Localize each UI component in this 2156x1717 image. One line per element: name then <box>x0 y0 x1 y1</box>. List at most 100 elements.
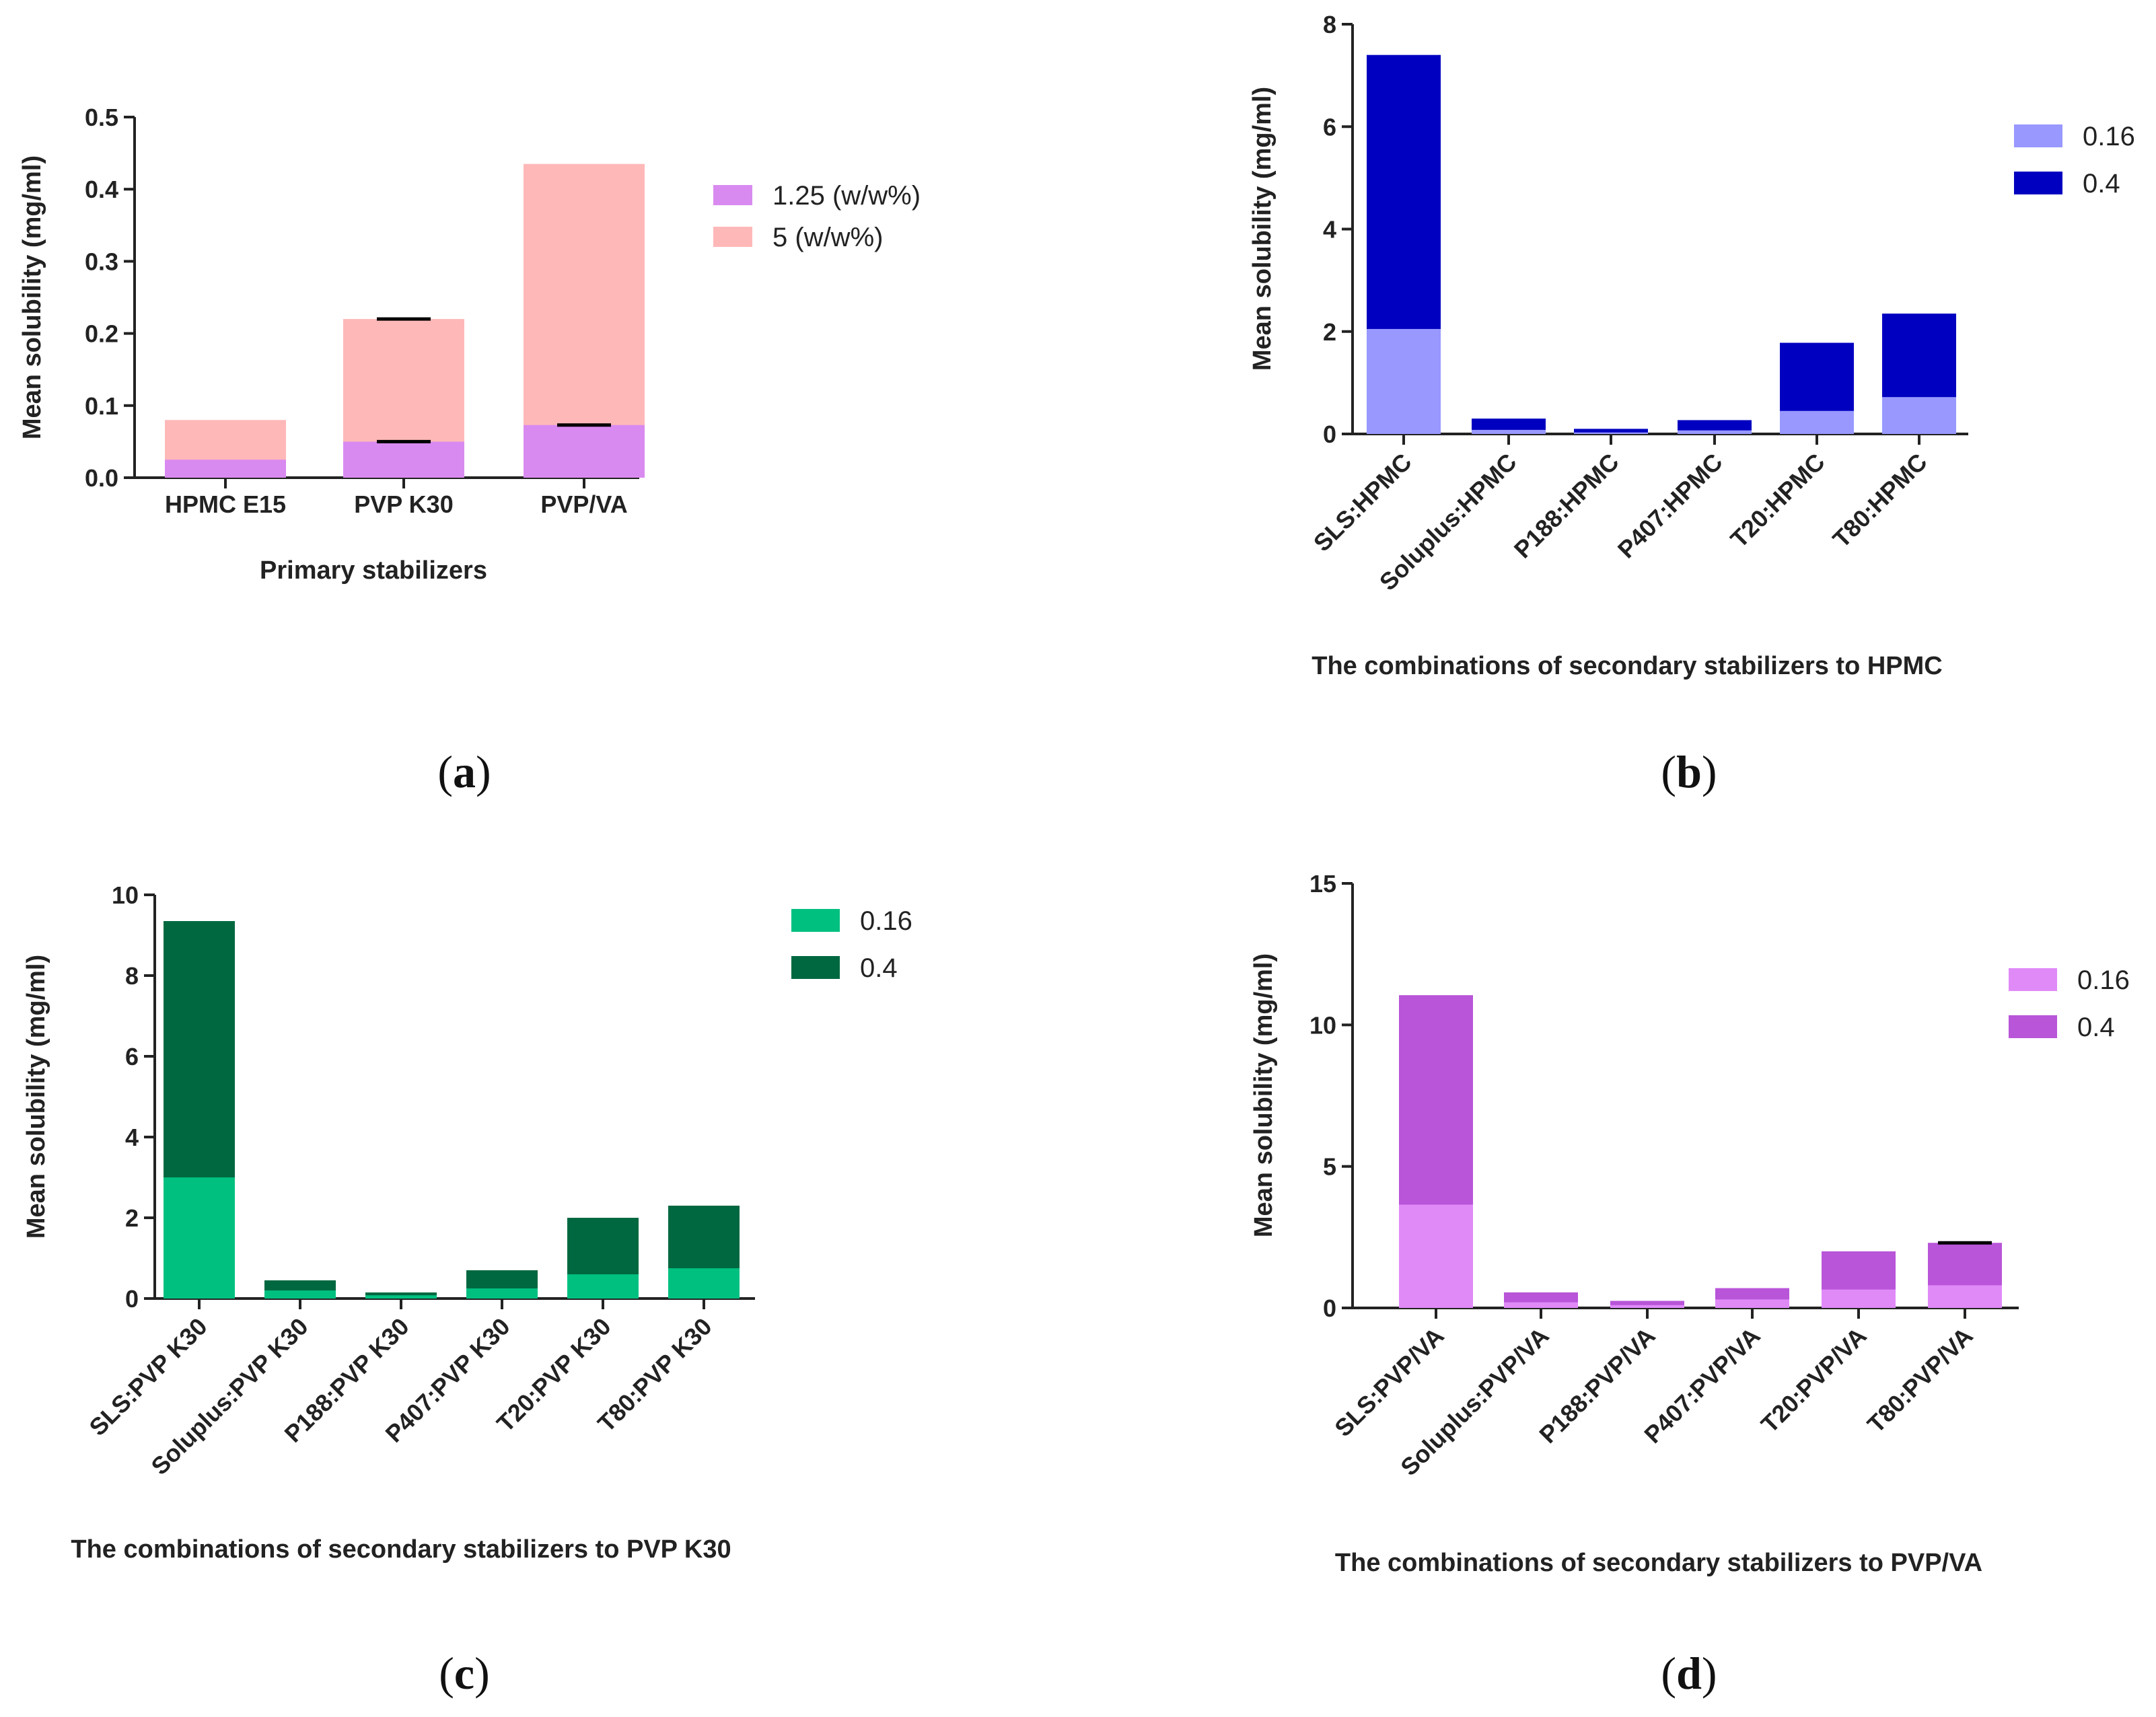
y-tick-label: 8 <box>125 962 139 990</box>
legend-swatch <box>2014 172 2062 194</box>
y-tick-label: 0 <box>1323 421 1336 448</box>
y-tick-label: 0 <box>125 1285 139 1313</box>
y-tick-label: 2 <box>125 1204 139 1232</box>
y-axis-title: Mean solubility (mg/ml) <box>18 155 46 439</box>
panel-label-open-paren: ( <box>1661 746 1676 797</box>
y-tick-label: 10 <box>112 881 139 909</box>
panel-label-open-paren: ( <box>437 746 453 797</box>
bar-b-series1-2 <box>1574 432 1648 434</box>
bar-b-series1-5 <box>1882 397 1956 434</box>
y-tick-label: 0.5 <box>85 104 118 131</box>
x-axis-title: The combinations of secondary stabilizer… <box>71 1535 731 1564</box>
y-tick-label: 10 <box>1309 1011 1336 1039</box>
legend-swatch <box>2014 124 2062 147</box>
panel-label-close-paren: ) <box>474 1648 490 1699</box>
panel-label-letter: b <box>1676 746 1702 797</box>
legend-label: 5 (w/w%) <box>772 223 883 252</box>
y-tick-label: 0.3 <box>85 248 118 275</box>
chart-panel-b: 02468SLS:HPMCSoluplus:HPMCP188:HPMCP407:… <box>1248 11 2135 797</box>
bar-d-series1-5 <box>1928 1285 2002 1308</box>
x-tick-label: P188:HPMC <box>1509 448 1624 564</box>
y-tick-label: 6 <box>125 1043 139 1070</box>
y-tick-label: 0.4 <box>85 176 118 203</box>
legend-swatch <box>791 956 840 979</box>
y-tick-label: 0 <box>1323 1294 1336 1322</box>
bar-a-series1-2 <box>524 425 645 478</box>
y-tick-label: 8 <box>1323 11 1336 38</box>
panel-label-letter: c <box>454 1648 474 1699</box>
x-tick-label: PVP K30 <box>354 490 453 518</box>
legend-label: 0.4 <box>860 953 898 983</box>
y-tick-label: 0.2 <box>85 320 118 348</box>
y-tick-label: 4 <box>1323 216 1336 244</box>
panel-label-close-paren: ) <box>1702 1648 1717 1699</box>
panel-label: (b) <box>1661 746 1717 797</box>
bar-c-series1-1 <box>264 1290 336 1299</box>
bar-b-series1-1 <box>1472 429 1546 434</box>
bar-c-series1-5 <box>668 1268 740 1299</box>
legend-swatch <box>2009 968 2057 991</box>
chart-panel-d: 051015SLS:PVP/VASoluplus:PVP/VAP188:PVP/… <box>1250 870 2130 1699</box>
bar-b-series2-2 <box>1574 429 1648 434</box>
bar-d-series1-4 <box>1822 1289 1896 1308</box>
x-tick-label: SLS:HPMC <box>1308 448 1417 557</box>
bar-d-series1-3 <box>1715 1299 1789 1308</box>
panel-label-open-paren: ( <box>439 1648 454 1699</box>
bar-d-series1-2 <box>1610 1305 1684 1308</box>
y-tick-label: 0.0 <box>85 464 118 492</box>
x-tick-label: PVP/VA <box>540 490 627 518</box>
panel-label: (d) <box>1661 1648 1717 1699</box>
legend-label: 0.16 <box>860 906 912 936</box>
x-tick-label: T80:HPMC <box>1827 448 1932 553</box>
y-tick-label: 2 <box>1323 318 1336 346</box>
y-axis-title: Mean solubility (mg/ml) <box>1250 953 1278 1237</box>
bar-b-series1-4 <box>1780 410 1854 434</box>
bar-d-series1-1 <box>1504 1302 1578 1308</box>
legend-label: 1.25 (w/w%) <box>772 181 921 211</box>
panel-label: (c) <box>439 1648 490 1699</box>
bar-b-series1-3 <box>1678 430 1752 434</box>
bar-a-series1-1 <box>343 441 464 478</box>
bar-c-series1-2 <box>365 1295 437 1299</box>
x-tick-label: T20:PVP/VA <box>1756 1322 1872 1438</box>
x-tick-label: SLS:PVP/VA <box>1329 1322 1449 1442</box>
legend-label: 0.16 <box>2083 122 2135 151</box>
bar-d-series2-2 <box>1610 1301 1684 1308</box>
legend-swatch <box>791 909 840 932</box>
legend-label: 0.16 <box>2077 965 2130 995</box>
x-axis-title: Primary stabilizers <box>260 556 487 585</box>
x-axis-title: The combinations of secondary stabilizer… <box>1311 652 1943 680</box>
y-tick-label: 5 <box>1323 1153 1336 1181</box>
legend-swatch <box>713 185 752 205</box>
x-tick-label: T80:PVP/VA <box>1862 1322 1978 1438</box>
bar-c-series1-0 <box>164 1177 235 1299</box>
chart-panel-a: 0.0 0.1 0.2 0.3 0.4 0.5 HPMC E15 PVP K30 PVP/VA P… <box>18 104 921 797</box>
y-axis-title: Mean solubility (mg/ml) <box>1248 87 1277 371</box>
x-tick-label: T20:HPMC <box>1725 448 1830 553</box>
legend-label: 0.4 <box>2077 1013 2115 1042</box>
panel-label-letter: d <box>1676 1648 1702 1699</box>
panel-label-close-paren: ) <box>1702 746 1717 797</box>
x-tick-label: HPMC E15 <box>165 490 286 518</box>
bar-c-series1-4 <box>567 1274 639 1299</box>
panel-label-open-paren: ( <box>1661 1648 1676 1699</box>
bar-a-series1-0 <box>165 460 286 478</box>
bar-d-series1-0 <box>1399 1204 1473 1308</box>
y-tick-label: 4 <box>125 1124 139 1151</box>
panel-label-letter: a <box>453 746 476 797</box>
bar-c-series1-3 <box>466 1288 538 1299</box>
y-tick-label: 0.1 <box>85 392 118 420</box>
panel-label: (a) <box>437 746 491 797</box>
legend-swatch <box>2009 1015 2057 1038</box>
legend-label: 0.4 <box>2083 169 2120 198</box>
x-axis-title: The combinations of secondary stabilizer… <box>1335 1549 1982 1577</box>
x-tick-label: P407:HPMC <box>1612 448 1728 564</box>
y-tick-label: 15 <box>1309 870 1336 898</box>
panel-label-close-paren: ) <box>476 746 491 797</box>
bar-b-series1-0 <box>1367 328 1441 434</box>
y-tick-label: 6 <box>1323 113 1336 141</box>
legend-swatch <box>713 227 752 247</box>
y-axis-title: Mean solubility (mg/ml) <box>22 955 50 1239</box>
